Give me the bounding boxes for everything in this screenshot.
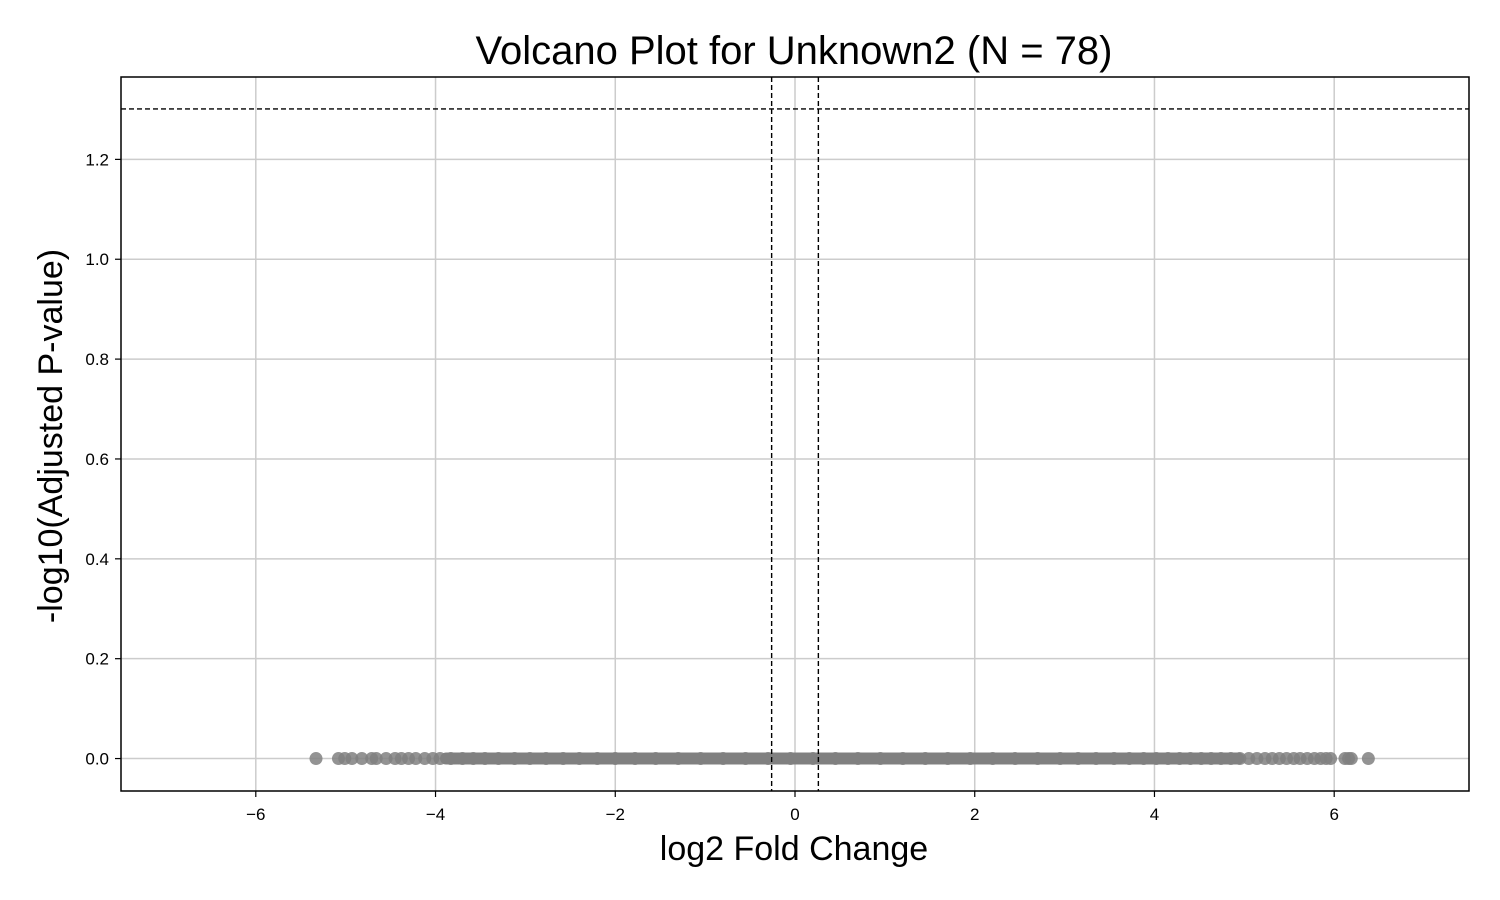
x-tick-label: −6 — [246, 805, 265, 824]
y-tick-label: 1.2 — [85, 150, 109, 169]
data-point — [1173, 752, 1187, 766]
grid-lines — [121, 77, 1469, 791]
data-point — [1161, 752, 1175, 766]
chart-title: Volcano Plot for Unknown2 (N = 78) — [475, 29, 1112, 73]
data-point — [628, 752, 642, 766]
data-point — [478, 752, 492, 766]
x-tick-label: 4 — [1150, 805, 1159, 824]
data-point — [1149, 752, 1163, 766]
data-point — [379, 752, 393, 766]
data-point — [1361, 752, 1375, 766]
data-point — [918, 752, 932, 766]
data-point — [409, 752, 423, 766]
data-point — [1107, 752, 1121, 766]
x-tick-label: 0 — [790, 805, 799, 824]
data-point — [355, 752, 369, 766]
x-tick-label: −2 — [606, 805, 625, 824]
data-point — [986, 752, 1000, 766]
data-point — [761, 752, 775, 766]
data-point — [572, 752, 586, 766]
data-point — [1224, 752, 1238, 766]
data-point — [1344, 752, 1358, 766]
data-point — [1089, 752, 1103, 766]
data-point — [716, 752, 730, 766]
x-tick-label: 6 — [1329, 805, 1338, 824]
data-point — [590, 752, 604, 766]
data-point — [608, 752, 622, 766]
y-tick-label: 0.0 — [85, 750, 109, 769]
data-point — [941, 752, 955, 766]
data-point — [671, 752, 685, 766]
data-point — [1214, 752, 1228, 766]
data-point — [508, 752, 522, 766]
data-point — [1031, 752, 1045, 766]
data-point — [739, 752, 753, 766]
data-point — [1053, 752, 1067, 766]
data-point — [539, 752, 553, 766]
data-point — [433, 752, 447, 766]
data-point — [649, 752, 663, 766]
data-point — [444, 752, 458, 766]
y-tick-label: 0.8 — [85, 350, 109, 369]
data-point — [851, 752, 865, 766]
data-point — [1071, 752, 1085, 766]
x-tick-label: −4 — [426, 805, 445, 824]
data-point — [694, 752, 708, 766]
data-point — [1204, 752, 1218, 766]
data-point — [873, 752, 887, 766]
data-point — [466, 752, 480, 766]
data-point — [1194, 752, 1208, 766]
data-point — [309, 752, 323, 766]
data-point — [896, 752, 910, 766]
data-points — [309, 752, 1375, 766]
data-point — [455, 752, 469, 766]
y-axis-label: -log10(Adjusted P-value) — [32, 249, 70, 623]
data-point — [828, 752, 842, 766]
data-point — [369, 752, 383, 766]
data-point — [491, 752, 505, 766]
y-tick-label: 0.2 — [85, 650, 109, 669]
data-point — [345, 752, 359, 766]
threshold-lines — [121, 77, 1469, 791]
data-point — [556, 752, 570, 766]
data-point — [1122, 752, 1136, 766]
y-tick-label: 1.0 — [85, 250, 109, 269]
data-point — [523, 752, 537, 766]
data-point — [963, 752, 977, 766]
data-point — [784, 752, 798, 766]
y-axis-ticks: 0.0 0.2 0.4 0.6 0.8 1.0 1.2 — [85, 150, 121, 769]
data-point — [1324, 752, 1338, 766]
y-tick-label: 0.4 — [85, 550, 109, 569]
data-point — [1183, 752, 1197, 766]
x-tick-label: 2 — [970, 805, 979, 824]
x-axis-label: log2 Fold Change — [660, 830, 928, 868]
y-tick-label: 0.6 — [85, 450, 109, 469]
data-point — [806, 752, 820, 766]
data-point — [1137, 752, 1151, 766]
data-point — [1008, 752, 1022, 766]
x-axis-ticks: −6 −4 −2 0 2 4 6 — [246, 791, 1339, 824]
data-point — [1233, 752, 1247, 766]
